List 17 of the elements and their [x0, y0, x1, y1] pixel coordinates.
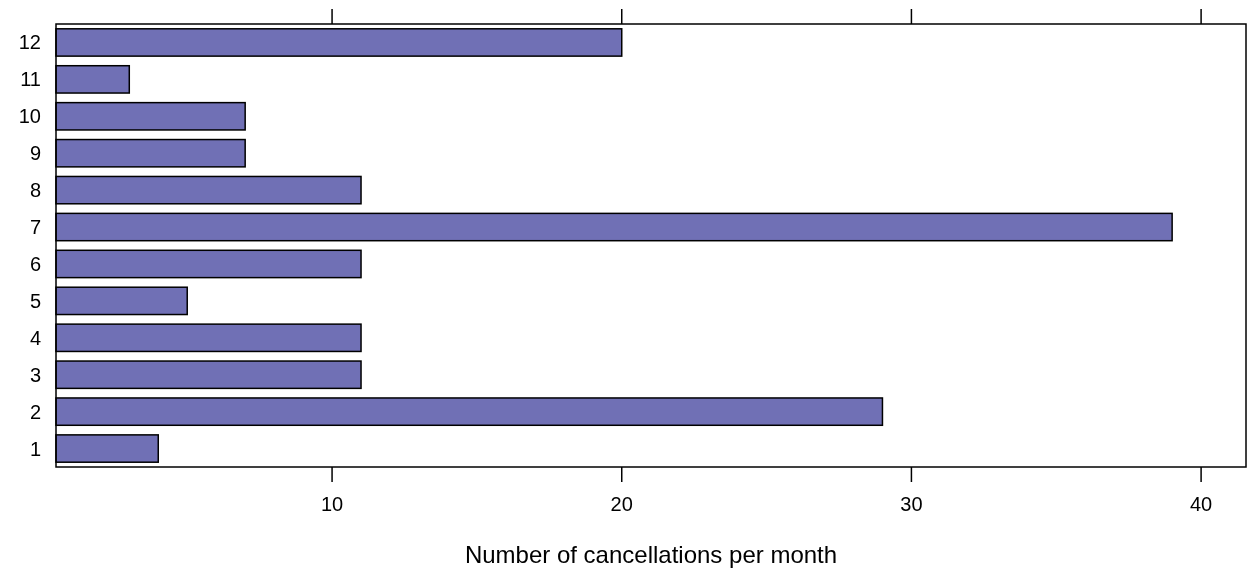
y-tick-label: 1	[29, 437, 41, 460]
y-tick-label: 4	[29, 326, 41, 349]
x-tick-label: 10	[320, 493, 344, 515]
x-axis-title: Number of cancellations per month	[464, 541, 838, 568]
x-tick-label: 20	[610, 493, 633, 515]
y-tick-label: 5	[29, 289, 41, 312]
y-tick-label: 11	[20, 68, 41, 91]
y-tick-label: 9	[29, 142, 41, 165]
y-tick-label: 6	[29, 252, 41, 275]
y-tick-label: 8	[29, 179, 41, 202]
x-tick-label: 40	[1189, 493, 1213, 515]
y-tick-label: 10	[18, 105, 41, 128]
y-tick-label: 2	[29, 400, 41, 423]
y-tick-label: 12	[18, 31, 41, 54]
x-tick-label: 30	[900, 493, 923, 515]
y-tick-label: 7	[29, 216, 41, 239]
y-tick-label: 3	[29, 363, 41, 386]
